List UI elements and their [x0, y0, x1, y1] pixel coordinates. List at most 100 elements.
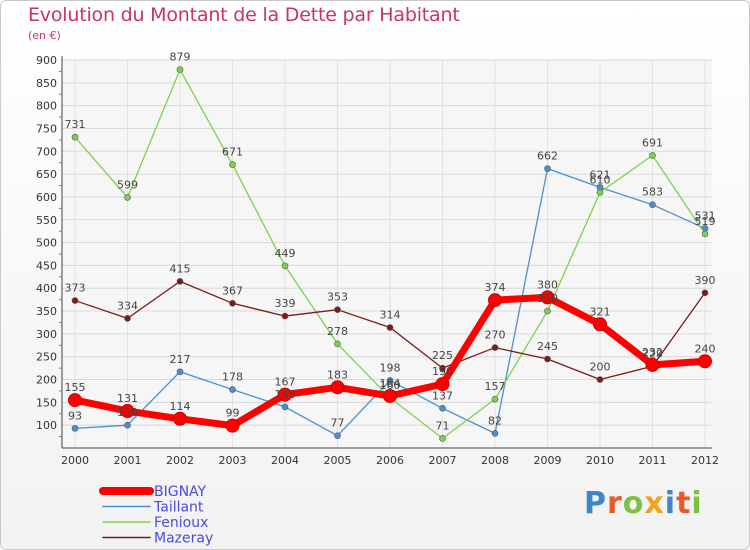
data-label-bignay: 232: [642, 346, 663, 359]
data-label-bignay: 155: [65, 381, 86, 394]
data-point-fenioux: [334, 340, 341, 348]
data-point-taillant: [229, 386, 236, 393]
data-point-fenioux: [124, 194, 131, 201]
data-label-bignay: 374: [485, 281, 506, 294]
legend-label-fenioux: Fenioux: [154, 515, 208, 531]
x-tick-label: 2008: [481, 454, 509, 467]
data-point-taillant: [544, 165, 551, 172]
y-tick-label: 150: [36, 396, 57, 409]
data-label-taillant: 583: [642, 186, 663, 199]
data-label-bignay: 321: [590, 305, 611, 318]
logo-letter: x: [644, 486, 665, 521]
data-point-taillant: [281, 403, 289, 411]
y-tick-label: 450: [36, 259, 57, 272]
data-label-bignay: 190: [432, 365, 453, 378]
data-point-bignay: [435, 377, 450, 392]
data-point-taillant: [124, 421, 131, 429]
data-point-fenioux: [176, 66, 184, 73]
y-tick-label: 500: [36, 237, 57, 250]
data-label-mazeray: 334: [117, 299, 138, 312]
x-tick-label: 2010: [586, 454, 614, 467]
data-label-fenioux: 449: [275, 247, 296, 260]
x-tick-label: 2001: [114, 454, 142, 467]
logo-letter: i: [691, 486, 703, 521]
data-label-fenioux: 519: [695, 215, 716, 228]
data-point-bignay: [278, 387, 292, 402]
y-tick-label: 250: [36, 351, 57, 364]
data-label-mazeray: 225: [432, 349, 453, 362]
data-point-taillant: [71, 425, 79, 432]
data-label-mazeray: 200: [590, 361, 611, 374]
data-label-bignay: 183: [327, 368, 348, 381]
data-point-mazeray: [491, 344, 499, 351]
data-label-bignay: 114: [170, 400, 191, 413]
data-label-taillant: 140: [275, 388, 296, 401]
y-tick-label: 900: [36, 54, 57, 67]
logo-letter: o: [622, 486, 645, 521]
data-label-fenioux: 599: [117, 178, 138, 191]
data-point-bignay: [698, 354, 712, 369]
data-label-taillant: 217: [170, 353, 191, 366]
data-label-taillant: 621: [590, 168, 611, 181]
logo-letter: P: [584, 486, 607, 521]
data-point-bignay: [225, 418, 240, 433]
data-point-mazeray: [71, 297, 79, 304]
data-point-taillant: [386, 377, 394, 384]
x-tick-label: 2011: [639, 454, 667, 467]
data-label-taillant: 100: [117, 406, 138, 419]
y-tick-label: 100: [36, 419, 57, 432]
proxiti-logo: Proxiti: [584, 486, 703, 521]
data-point-fenioux: [229, 161, 236, 168]
legend-label-bignay: BIGNAY: [154, 484, 207, 500]
y-tick-label: 550: [36, 214, 57, 227]
data-point-taillant: [649, 201, 656, 209]
data-point-bignay: [645, 357, 660, 372]
data-label-bignay: 164: [380, 377, 401, 390]
data-point-fenioux: [281, 262, 289, 270]
data-point-fenioux: [71, 133, 79, 141]
data-label-taillant: 82: [488, 414, 502, 427]
data-label-mazeray: 245: [537, 340, 558, 353]
data-label-taillant: 531: [695, 209, 716, 222]
data-label-fenioux: 671: [222, 146, 243, 159]
y-tick-label: 350: [36, 305, 57, 318]
data-label-taillant: 77: [331, 417, 345, 430]
x-tick-label: 2012: [691, 454, 719, 467]
data-point-mazeray: [701, 289, 709, 297]
data-point-mazeray: [334, 306, 341, 313]
data-label-mazeray: 314: [380, 308, 401, 321]
data-point-bignay: [540, 290, 555, 305]
data-point-bignay: [488, 293, 502, 308]
data-point-bignay: [383, 388, 397, 403]
data-point-mazeray: [124, 315, 131, 322]
data-point-mazeray: [229, 299, 236, 307]
legend-label-taillant: Taillant: [153, 500, 204, 516]
data-point-mazeray: [386, 324, 394, 331]
data-label-mazeray: 415: [170, 262, 191, 275]
data-label-mazeray: 353: [327, 291, 348, 304]
x-tick-label: 2006: [376, 454, 404, 467]
data-point-bignay: [68, 393, 82, 408]
data-label-fenioux: 731: [65, 118, 86, 131]
data-point-taillant: [176, 368, 184, 376]
data-label-fenioux: 879: [170, 51, 191, 64]
data-label-taillant: 93: [68, 409, 82, 422]
y-tick-label: 850: [36, 77, 57, 90]
data-point-bignay: [593, 317, 607, 332]
data-label-fenioux: 610: [590, 173, 611, 186]
data-point-mazeray: [176, 278, 184, 285]
x-tick-label: 2005: [324, 454, 352, 467]
data-point-fenioux: [596, 189, 604, 196]
data-point-taillant: [439, 404, 446, 412]
x-tick-label: 2002: [166, 454, 194, 467]
y-tick-label: 400: [36, 282, 57, 295]
legend-label-mazeray: Mazeray: [154, 531, 213, 547]
data-label-taillant: 662: [537, 150, 558, 163]
logo-letter: r: [607, 486, 623, 521]
data-label-mazeray: 339: [275, 297, 296, 310]
data-label-fenioux: 278: [327, 325, 348, 338]
data-point-mazeray: [544, 355, 551, 363]
y-tick-label: 750: [36, 122, 57, 135]
data-label-mazeray: 270: [485, 329, 506, 342]
